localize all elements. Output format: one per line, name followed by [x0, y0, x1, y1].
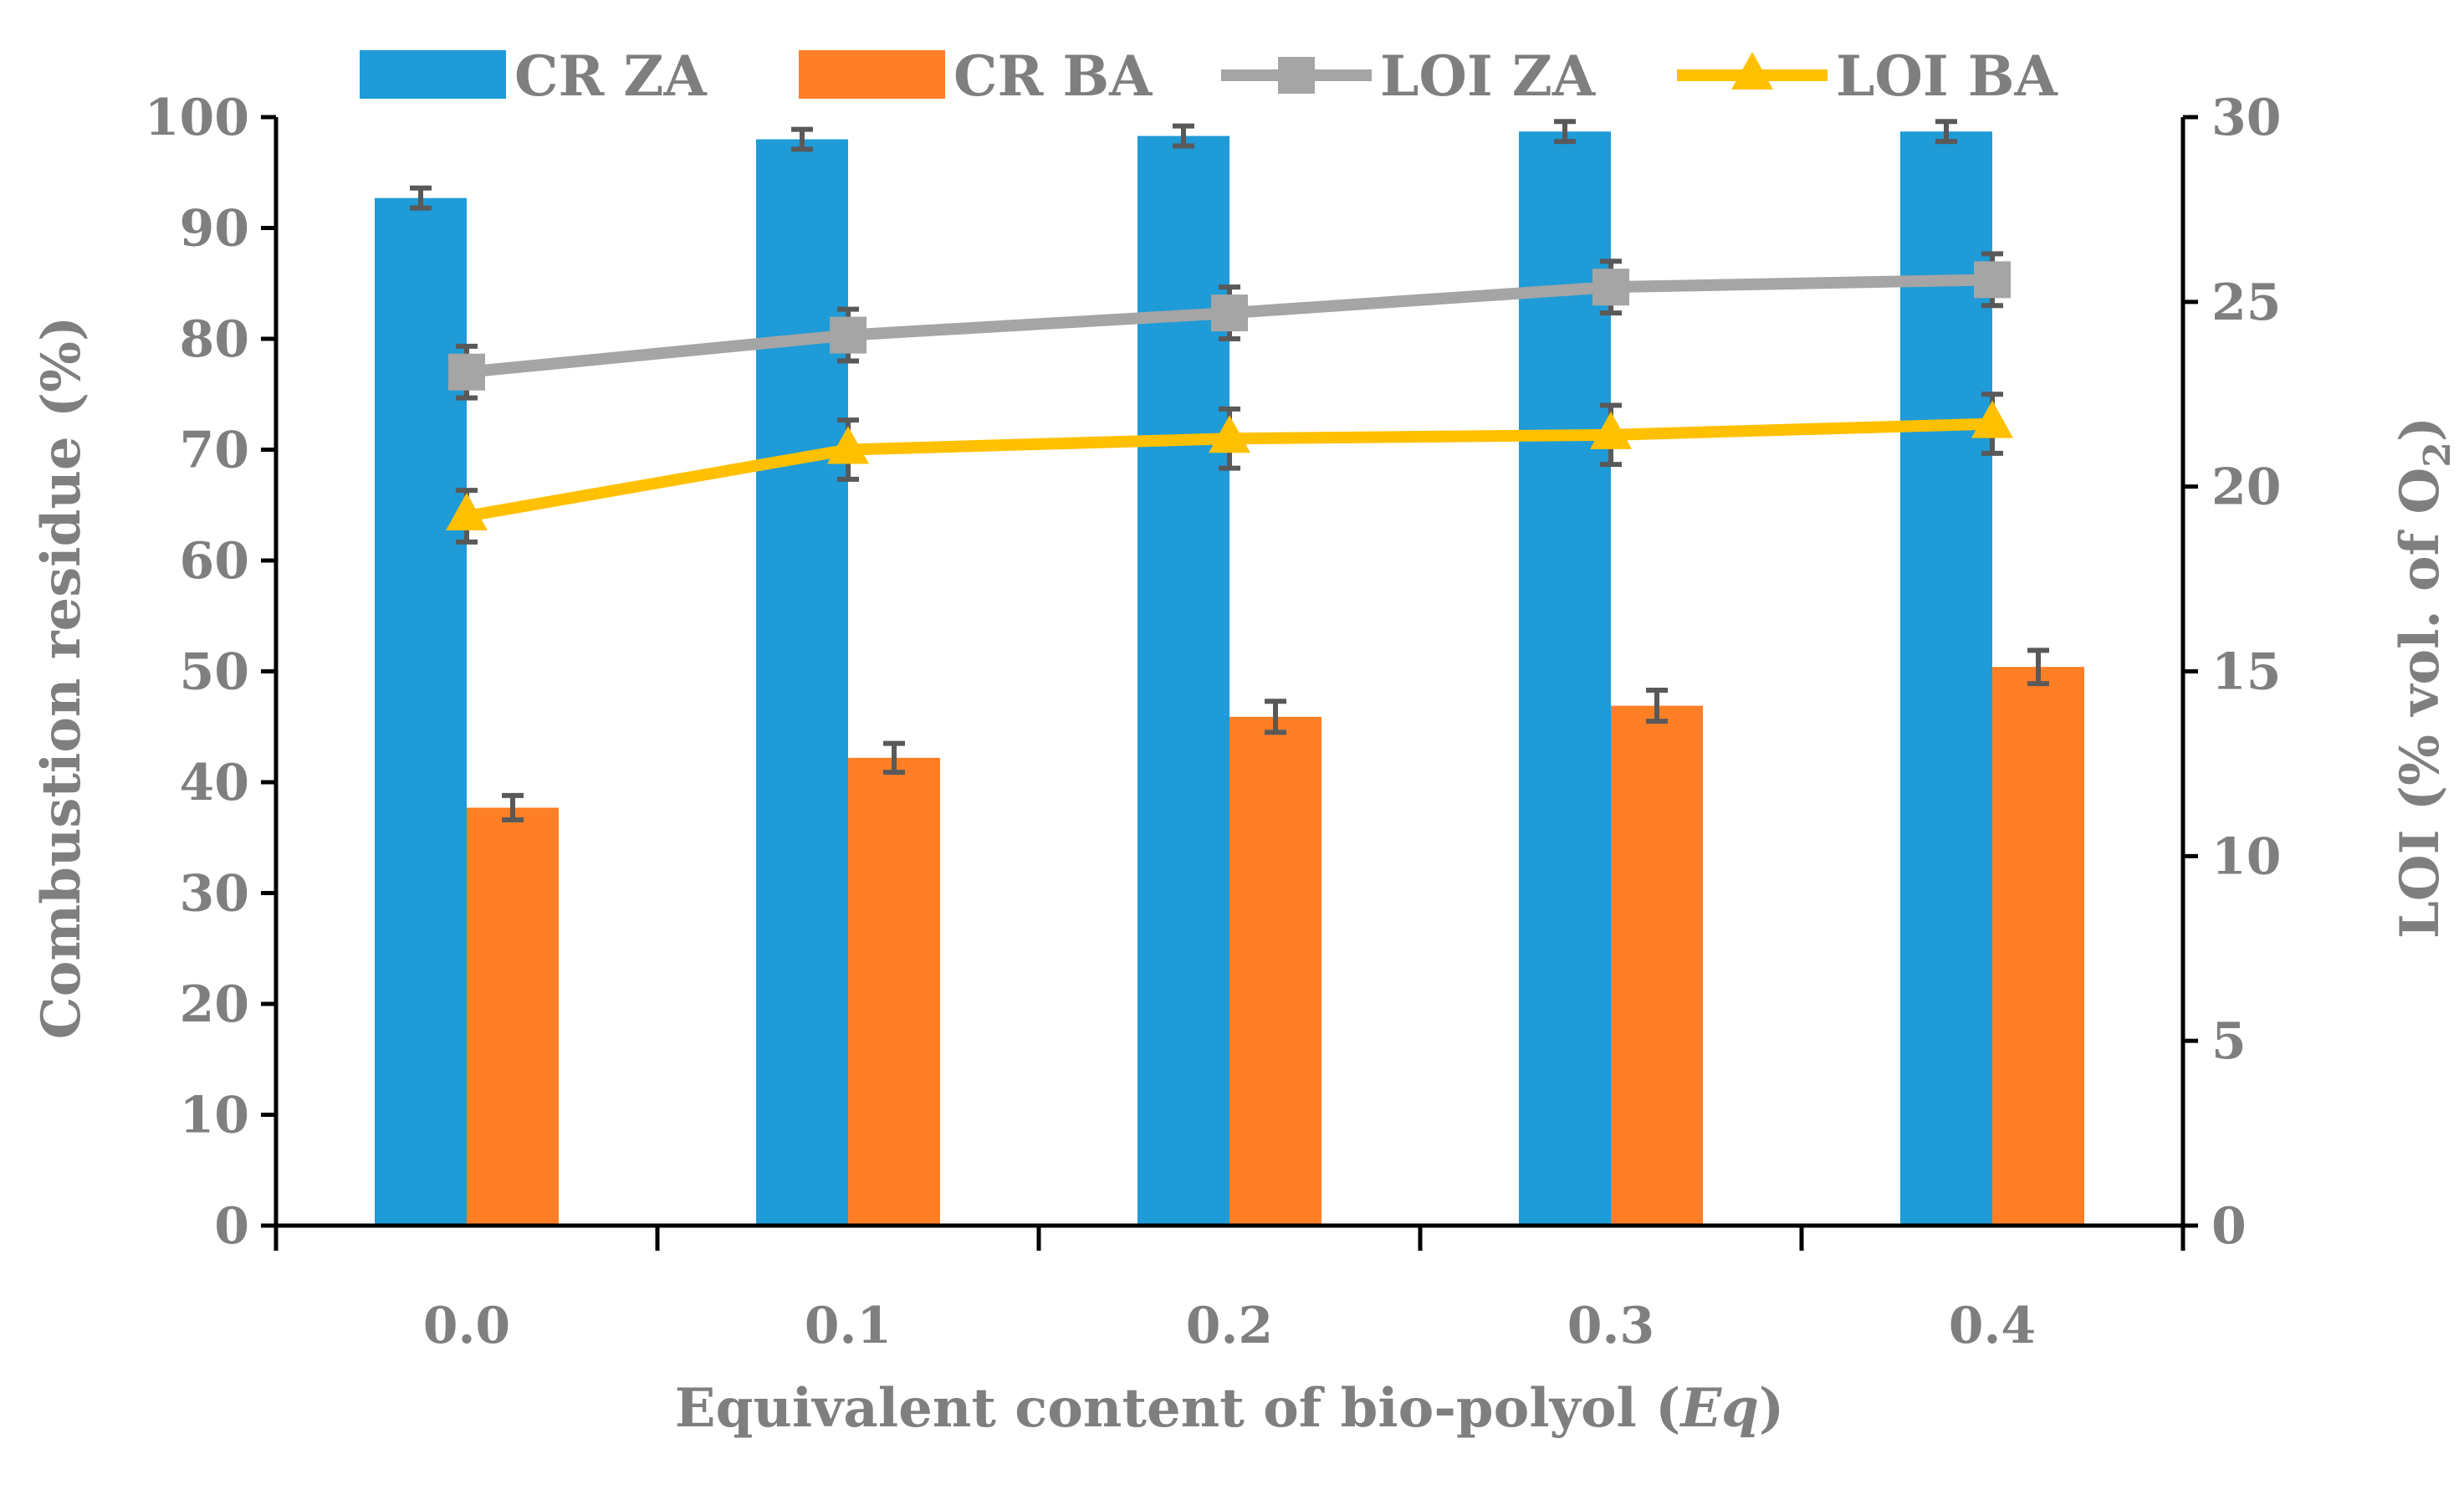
x-tick-label-0: 0.0: [423, 1297, 510, 1355]
y-tick-label-60: 60: [180, 532, 250, 591]
y2-tick-label-5: 5: [2211, 1012, 2247, 1071]
legend-item-loi-ba: LOI BA: [1677, 44, 2058, 109]
point-loi-ba-3: [1590, 411, 1632, 449]
y-tick-label-20: 20: [180, 975, 250, 1034]
point-loi-ba-1: [827, 426, 869, 464]
bar-cr-ba-2: [1229, 716, 1321, 1226]
point-loi-za-3: [1592, 269, 1629, 306]
y2-axis-title: LOI (% vol. of O2): [2389, 417, 2459, 939]
axes-layer: 0 10 20 30 40 50 60 70 80 90 100 0 5 10 15 20 25 30 0.0 0.1…: [145, 89, 2282, 1355]
lines-layer: [446, 251, 2013, 545]
y-tick-label-70: 70: [180, 422, 250, 480]
legend-swatch-cr-ba: [799, 50, 945, 99]
legend-marker-loi-ba: [1731, 52, 1773, 90]
x-axis-title: Equivalent content of bio-polyol (Eq): [675, 1377, 1784, 1440]
y-tick-label-40: 40: [180, 754, 250, 812]
error-bar-cr-za-2: [1173, 123, 1194, 149]
x-tick-label-4: 0.4: [1949, 1297, 2036, 1355]
y-tick-label-30: 30: [180, 865, 250, 924]
y-tick-label-80: 80: [180, 310, 250, 369]
bar-cr-za-1: [756, 139, 848, 1226]
legend-label-loi-za: LOI ZA: [1380, 44, 1596, 109]
y-tick-label-100: 100: [145, 89, 249, 147]
y-tick-label-0: 0: [214, 1197, 249, 1256]
legend-label-loi-ba: LOI BA: [1836, 44, 2058, 109]
y2-tick-label-25: 25: [2211, 274, 2282, 332]
error-bar-cr-ba-4: [2027, 648, 2049, 687]
error-bar-cr-za-0: [410, 185, 432, 211]
error-bar-cr-ba-1: [883, 740, 905, 776]
x-tick-label-3: 0.3: [1567, 1297, 1654, 1355]
point-loi-za-2: [1211, 294, 1248, 332]
bar-cr-za-4: [1900, 131, 1992, 1226]
y2-tick-label-15: 15: [2211, 643, 2282, 702]
legend-item-cr-za: CR ZA: [360, 44, 708, 109]
y2-tick-label-10: 10: [2211, 827, 2282, 886]
y2-tick-label-30: 30: [2211, 89, 2282, 147]
point-loi-ba-2: [1209, 415, 1250, 453]
legend-label-cr-ba: CR BA: [953, 44, 1153, 109]
point-loi-za-0: [448, 353, 485, 391]
bar-cr-za-3: [1519, 131, 1611, 1226]
y-tick-label-50: 50: [180, 643, 250, 702]
error-bar-cr-ba-2: [1265, 699, 1286, 735]
y2-tick-label-20: 20: [2211, 458, 2282, 517]
error-bar-cr-za-1: [791, 126, 813, 152]
error-bar-cr-ba-0: [502, 792, 524, 823]
bar-cr-za-0: [375, 197, 467, 1226]
bar-cr-ba-3: [1611, 705, 1703, 1226]
x-tick-label-2: 0.2: [1186, 1297, 1273, 1355]
y-axis-title: Combustion residue (%): [30, 316, 93, 1039]
point-loi-ba-0: [446, 493, 488, 530]
y-tick-label-90: 90: [180, 200, 250, 259]
legend-swatch-cr-za: [360, 50, 506, 99]
y2-tick-label-0: 0: [2211, 1197, 2247, 1256]
legend-item-loi-za: LOI ZA: [1221, 44, 1596, 109]
y-tick-label-10: 10: [180, 1087, 250, 1145]
x-tick-label-1: 0.1: [805, 1297, 892, 1355]
point-loi-za-1: [830, 316, 866, 354]
bar-cr-ba-1: [848, 757, 940, 1226]
point-loi-za-4: [1974, 261, 2011, 299]
legend-item-cr-ba: CR BA: [799, 44, 1153, 109]
point-loi-ba-4: [1971, 400, 2013, 438]
legend: CR ZA CR BA LOI ZA LOI BA: [360, 44, 2058, 109]
legend-marker-loi-za: [1278, 57, 1315, 94]
error-bar-cr-za-3: [1554, 119, 1576, 145]
legend-label-cr-za: CR ZA: [514, 44, 708, 109]
error-bar-cr-ba-3: [1646, 688, 1668, 724]
bar-cr-ba-0: [467, 807, 559, 1226]
error-bar-cr-za-4: [1935, 119, 1957, 145]
bar-cr-ba-4: [1992, 667, 2084, 1226]
